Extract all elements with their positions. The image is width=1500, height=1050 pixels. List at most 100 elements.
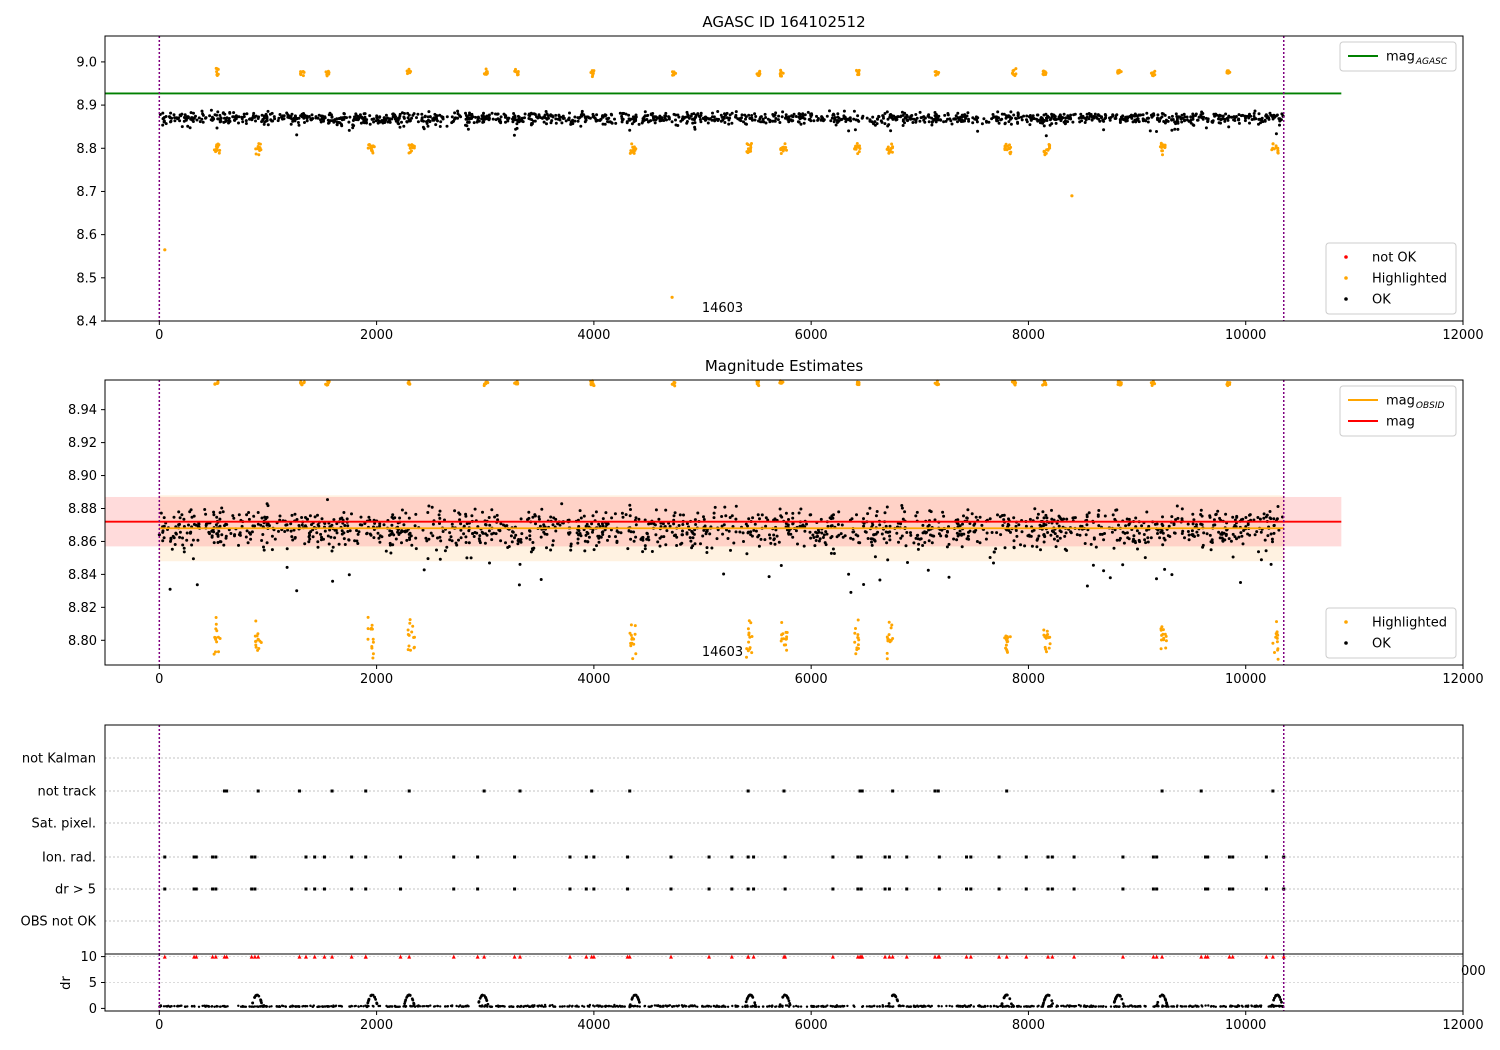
ok-point xyxy=(658,117,662,120)
ok-point xyxy=(873,539,877,543)
ok-point xyxy=(180,125,184,129)
ok-point xyxy=(730,514,734,518)
dr-point xyxy=(1012,1005,1016,1008)
ok-point xyxy=(1009,122,1013,126)
ok-point xyxy=(191,538,195,542)
ok-point xyxy=(1024,524,1028,528)
ok-point xyxy=(244,122,248,125)
y-tick-label: 8.92 xyxy=(68,436,97,451)
legend-dot-swatch xyxy=(1344,620,1348,624)
ok-point xyxy=(914,536,918,540)
dr-point xyxy=(1220,1005,1224,1008)
ok-point xyxy=(999,118,1003,122)
x-tick-label: 6000 xyxy=(795,328,828,343)
dr-point xyxy=(1113,1005,1116,1008)
ok-point xyxy=(1180,532,1184,535)
ok-point xyxy=(218,540,222,544)
ok-point xyxy=(615,529,619,533)
dr-point xyxy=(1188,1004,1191,1008)
ok-point xyxy=(1187,538,1191,542)
flag-event-marker xyxy=(626,887,630,891)
ok-point xyxy=(621,515,625,519)
ok-point xyxy=(420,112,424,116)
dr-bump-point xyxy=(1050,999,1054,1002)
ok-point xyxy=(820,115,824,119)
ok-point xyxy=(293,119,297,123)
flag-event-marker xyxy=(859,887,863,891)
flag-event-marker xyxy=(1264,887,1268,891)
ok-point xyxy=(1246,532,1250,536)
ok-point xyxy=(518,562,522,566)
ok-point xyxy=(961,522,964,526)
ok-point xyxy=(1083,542,1087,545)
ok-point xyxy=(1180,507,1184,511)
highlighted-point xyxy=(212,652,216,656)
ok-point xyxy=(658,119,662,123)
flag-event-marker xyxy=(1155,855,1159,859)
ok-point xyxy=(379,120,383,124)
dr-point xyxy=(664,1004,667,1007)
ok-point xyxy=(192,514,196,518)
ok-point xyxy=(933,518,937,522)
ok-point xyxy=(628,128,632,132)
dr-bump-point xyxy=(630,997,634,1001)
ok-point xyxy=(946,117,949,121)
ok-point xyxy=(1063,122,1067,126)
ok-point xyxy=(449,535,453,539)
ok-point xyxy=(939,534,943,538)
ok-point xyxy=(852,109,856,113)
ok-point xyxy=(781,110,785,114)
ok-point xyxy=(1079,112,1083,116)
dr-point xyxy=(615,1004,619,1008)
highlighted-point xyxy=(1276,657,1280,661)
dr-point xyxy=(948,1004,951,1008)
ok-point xyxy=(641,536,645,540)
ok-point xyxy=(768,120,772,124)
highlighted-point xyxy=(1047,646,1051,650)
ok-point xyxy=(245,112,249,116)
ok-point xyxy=(462,524,466,528)
ok-point xyxy=(496,112,500,116)
ok-point xyxy=(576,119,580,123)
ok-point xyxy=(528,117,532,121)
ok-point xyxy=(209,118,213,122)
dr-point xyxy=(1253,1004,1256,1008)
highlighted-point xyxy=(1149,71,1153,75)
flag-event-marker xyxy=(1227,855,1231,859)
ok-point xyxy=(197,116,201,120)
dr-bump-point xyxy=(1120,997,1124,1001)
ok-point xyxy=(300,516,304,519)
ok-point xyxy=(222,543,226,547)
dr-point xyxy=(865,1005,869,1008)
ok-point xyxy=(189,530,193,534)
highlighted-point xyxy=(408,621,412,625)
ok-point xyxy=(662,535,666,539)
highlighted-point xyxy=(371,656,375,660)
ok-point xyxy=(585,530,589,534)
dr-bump-point xyxy=(1165,1002,1169,1005)
flag-event-marker xyxy=(253,855,257,859)
ok-point xyxy=(627,113,631,117)
x-tick-label: 12000 xyxy=(1442,328,1483,343)
flag-event-marker xyxy=(364,887,368,891)
ok-point xyxy=(1183,536,1186,540)
highlighted-point xyxy=(746,147,750,151)
ok-point xyxy=(791,535,795,539)
ok-point xyxy=(204,512,208,516)
ok-point xyxy=(657,517,661,521)
dr-point xyxy=(696,1005,699,1008)
ok-point xyxy=(413,524,417,528)
ok-point xyxy=(571,118,575,122)
x-tick-label: 12000 xyxy=(1442,672,1483,687)
dr-point xyxy=(483,1005,487,1008)
ok-point xyxy=(677,115,681,119)
ok-point xyxy=(796,542,799,546)
ok-point xyxy=(970,512,974,516)
ok-point xyxy=(921,523,925,527)
ok-point xyxy=(545,546,548,550)
ok-point xyxy=(809,536,813,540)
highlighted-point xyxy=(745,655,748,659)
flag-event-marker xyxy=(313,887,317,891)
highlighted-point xyxy=(1228,383,1232,386)
dr-point xyxy=(707,1005,710,1008)
